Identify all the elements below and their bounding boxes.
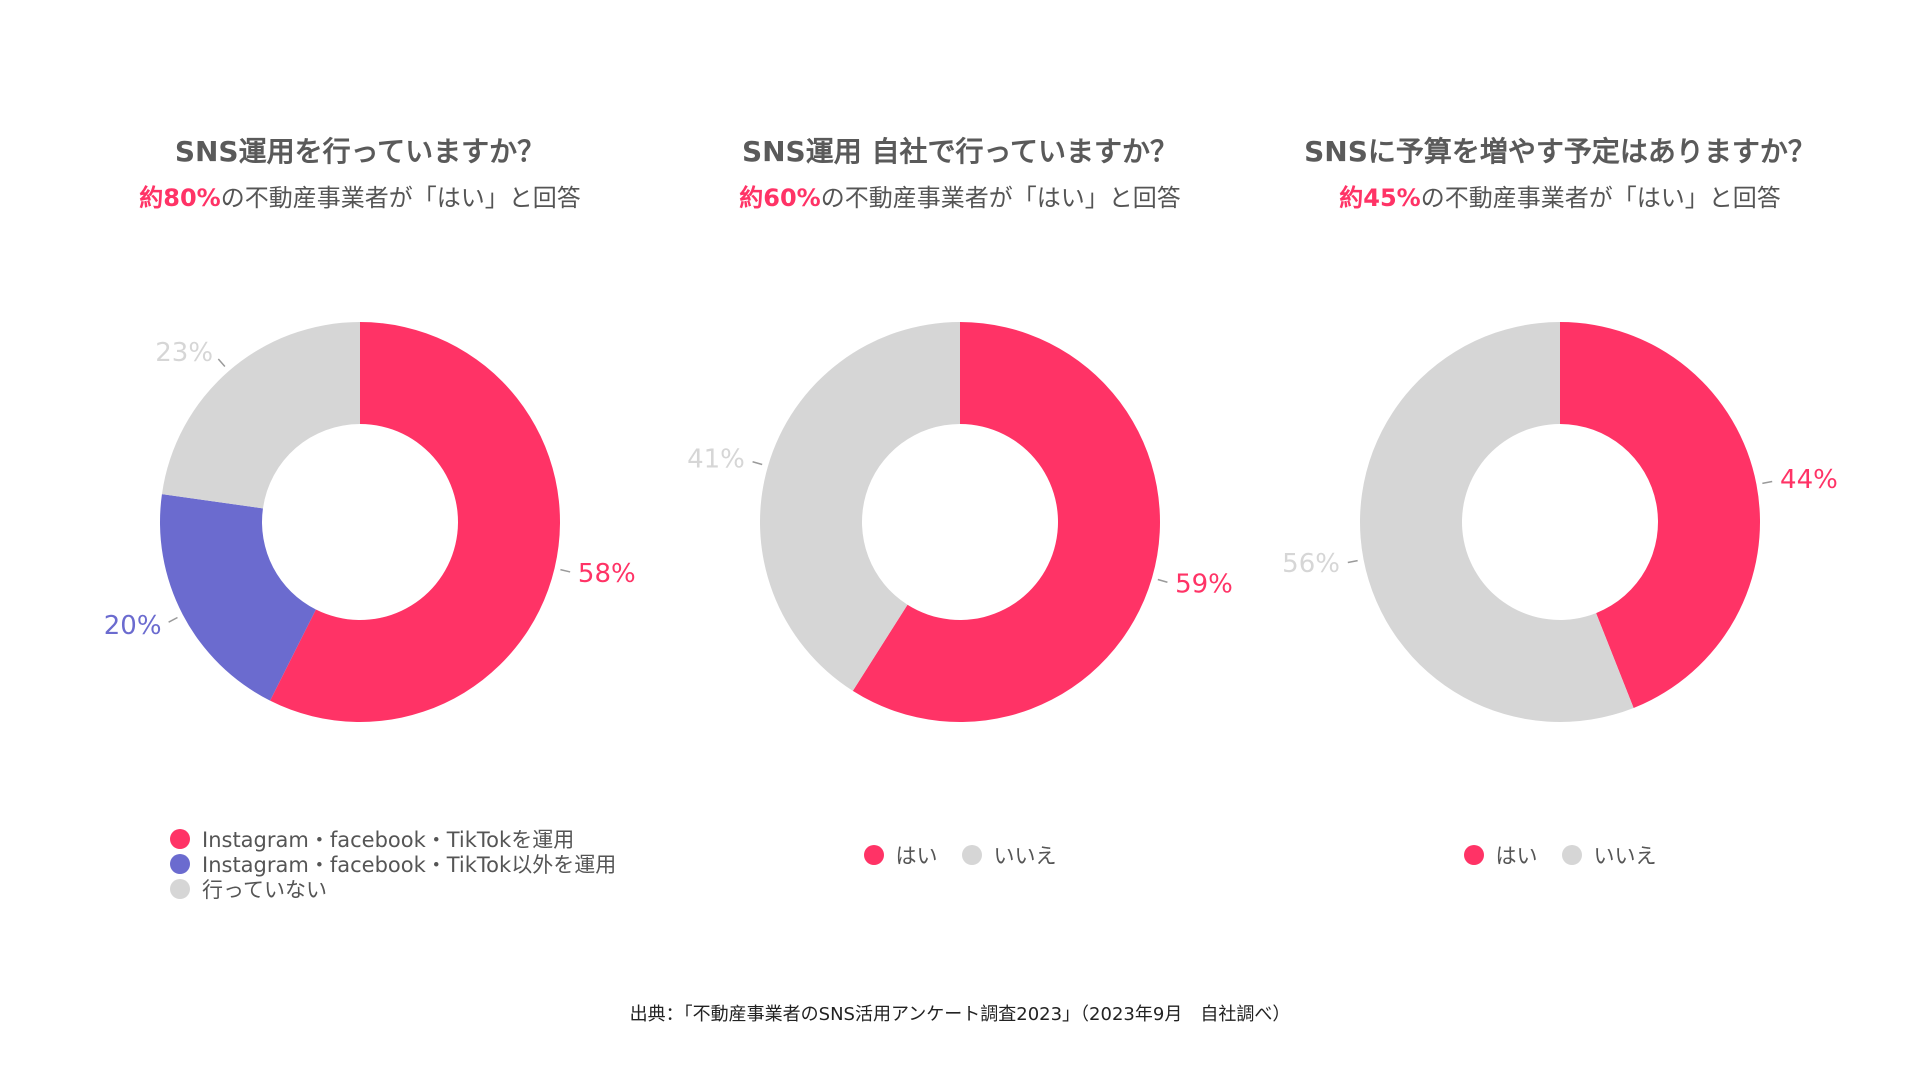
legend-label: いいえ [993,844,1057,868]
chart-title: SNS運用 自社で行っていますか？ [741,135,1179,168]
slice-value-label: 59% [1175,569,1233,599]
label-leader-line [217,358,226,367]
chart-legend: Instagram・facebook・TikTokを運用 Instagram・f… [170,826,670,902]
legend-item: はい [1463,840,1538,870]
donut-slice [160,494,316,701]
subtitle-highlight: 約60% [739,184,821,212]
chart-panel-1: SNS運用を行っていますか？ 約80%の不動産事業者が「はい」と回答 58% 20… [40,0,680,1000]
chart-title: SNSに予算を増やす予定はありますか？ [1304,135,1816,168]
legend-item: いいえ [961,840,1057,870]
legend-label: はい [1495,844,1538,868]
legend-dot-icon [961,845,982,865]
legend-label: 行っていない [202,877,327,902]
label-leader-line [752,461,763,466]
source-note: 出典：「不動産事業者のSNS活用アンケート調査2023」（2023年9月 自社調… [629,1004,1291,1025]
donut-slice [1560,322,1760,708]
legend-label: Instagram・facebook・TikTokを運用 [202,827,575,852]
legend-item: Instagram・facebook・TikTokを運用 [170,826,670,852]
label-leader-line [560,568,571,573]
chart-subtitle: 約60%の不動産事業者が「はい」と回答 [640,178,1280,213]
chart-panel-2: SNS運用 自社で行っていますか？ 約60%の不動産事業者が「はい」と回答 59… [640,0,1280,1000]
donut-slice [270,322,561,722]
legend-item: はい [863,840,938,870]
legend-dot-icon [170,878,190,899]
chart-subtitle: 約80%の不動産事業者が「はい」と回答 [40,178,680,213]
legend-item: いいえ [1561,840,1657,870]
legend-dot-icon [1463,845,1484,865]
slice-value-label: 23% [155,338,213,368]
legend-dot-icon [1561,845,1582,865]
legend-label: Instagram・facebook・TikTok以外を運用 [202,852,617,877]
label-leader-line [1347,559,1358,564]
subtitle-highlight: 約45% [1339,184,1421,212]
subtitle-text: の不動産事業者が「はい」と回答 [1420,184,1781,212]
label-leader-line [1157,578,1168,583]
chart-legend: はい いいえ [640,840,1280,870]
legend-label: はい [895,844,938,868]
chart-title: SNS運用を行っていますか？ [174,135,546,168]
subtitle-text: の不動産事業者が「はい」と回答 [220,184,581,212]
subtitle-highlight: 約80% [139,184,221,212]
legend-item: Instagram・facebook・TikTok以外を運用 [170,851,670,877]
donut-slice [760,322,960,691]
donut-slice [852,322,1160,722]
donut-chart: 44% 56% [1282,322,1838,722]
slice-value-label: 41% [687,445,745,475]
legend-dot-icon [170,828,190,849]
donut-slice [161,321,360,509]
label-leader-line [168,616,178,623]
subtitle-text: の不動産事業者が「はい」と回答 [820,184,1181,212]
chart-legend: はい いいえ [1240,840,1880,870]
slice-value-label: 20% [104,611,162,641]
donut-chart: 59% 41% [687,322,1233,722]
legend-item: 行っていない [170,876,670,902]
label-leader-line [1762,480,1773,485]
donut-slice [1360,322,1634,722]
legend-dot-icon [863,845,884,865]
slice-value-label: 44% [1780,465,1838,495]
chart-panel-3: SNSに予算を増やす予定はありますか？ 約45%の不動産事業者が「はい」と回答 … [1240,0,1880,1000]
legend-label: いいえ [1593,844,1657,868]
donut-chart: 58% 20% 23% [104,321,636,722]
chart-subtitle: 約45%の不動産事業者が「はい」と回答 [1240,178,1880,213]
slice-value-label: 58% [578,559,636,589]
slice-value-label: 56% [1282,549,1340,579]
legend-dot-icon [170,853,190,874]
